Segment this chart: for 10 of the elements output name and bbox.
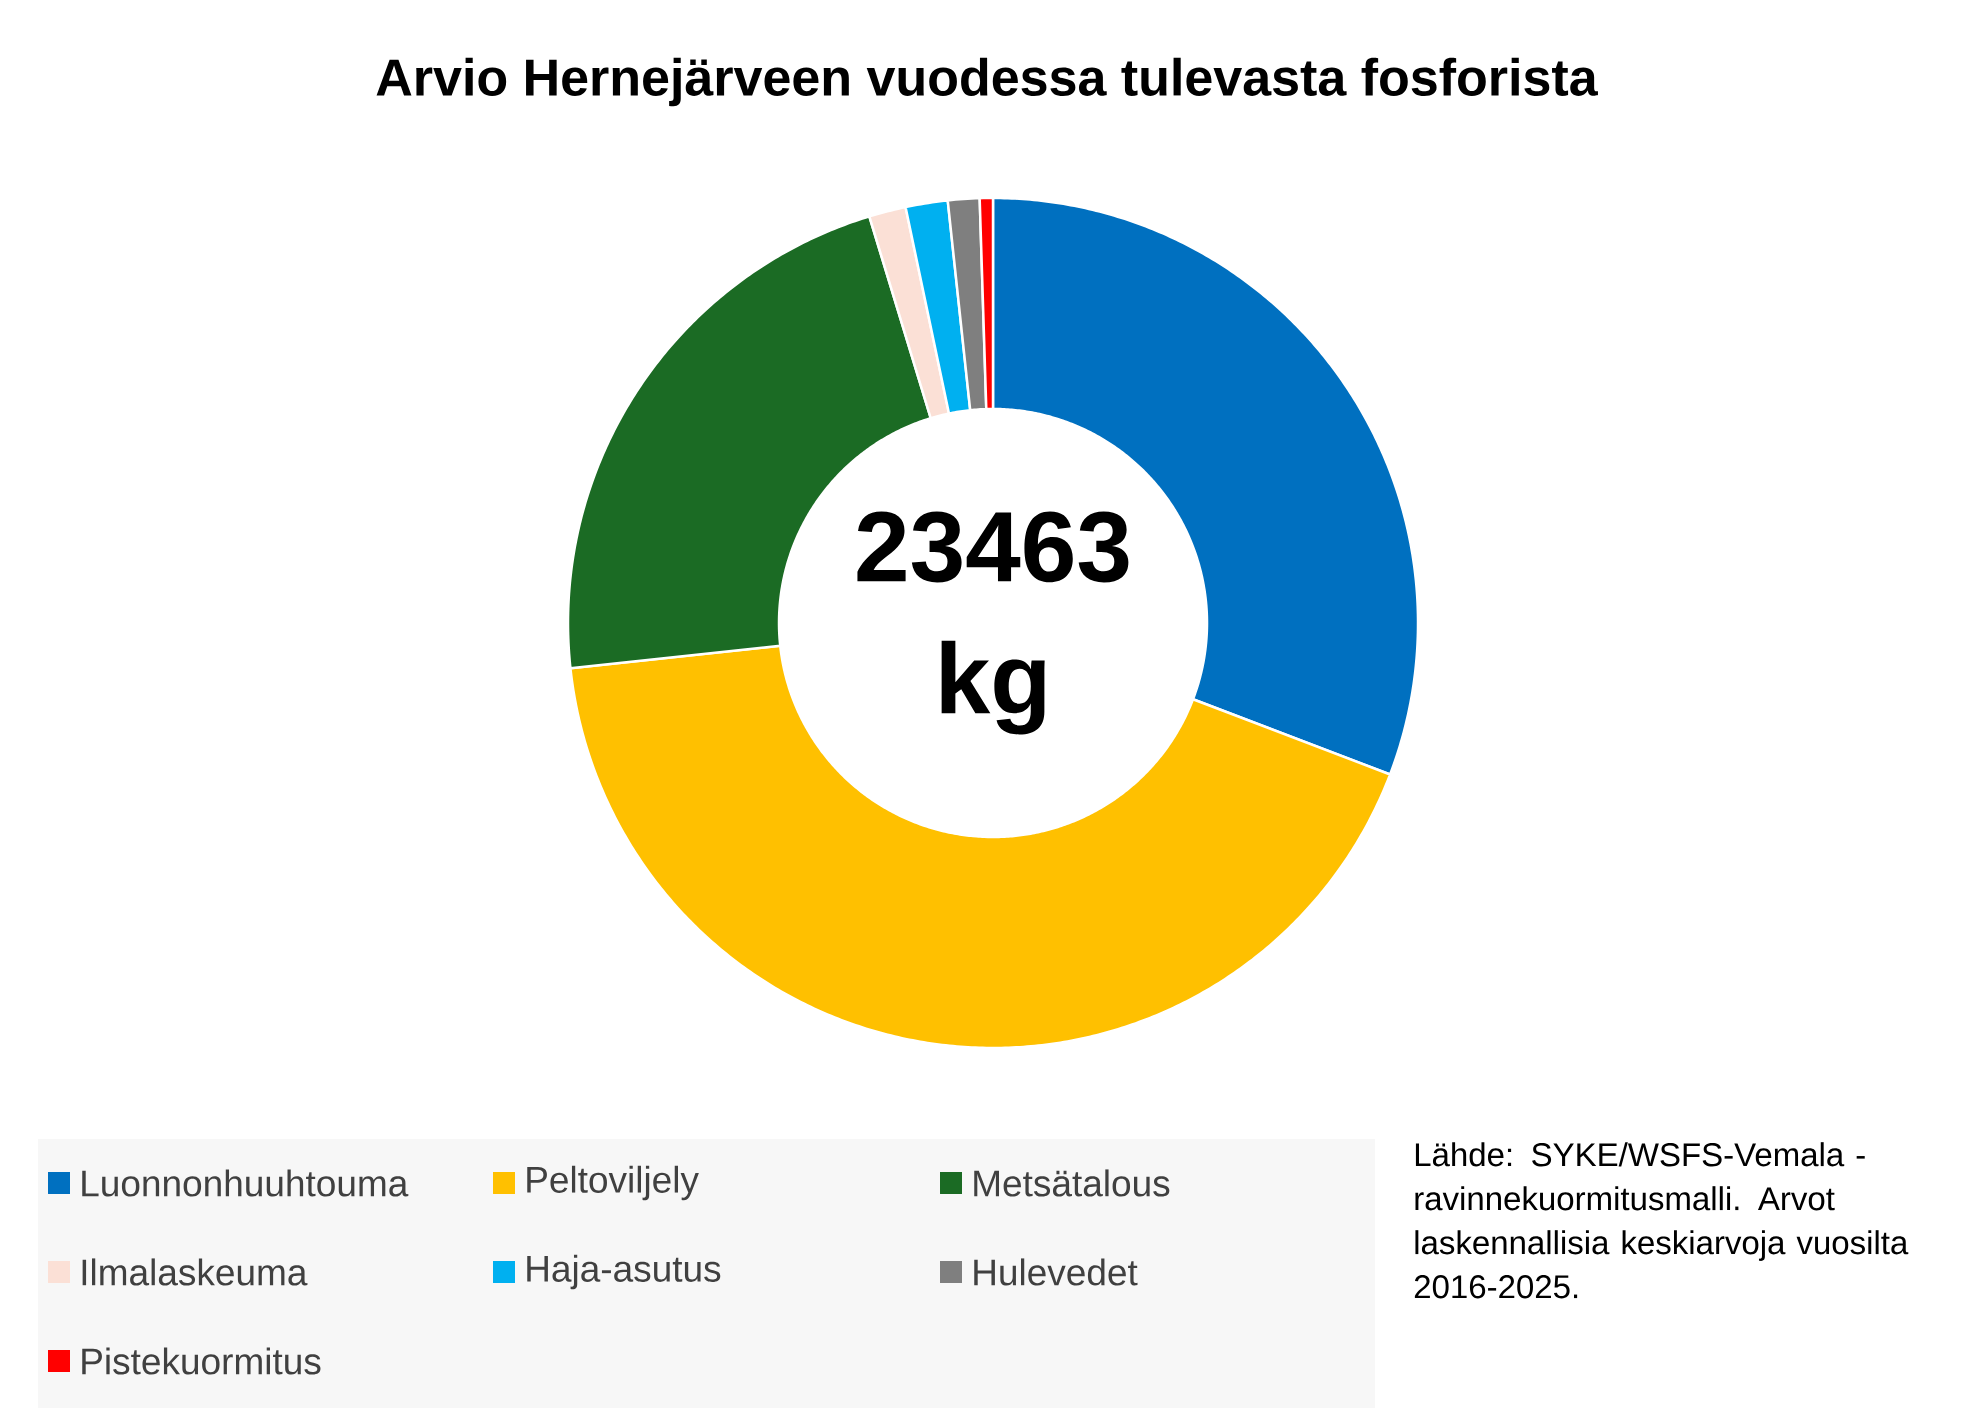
legend-label: Peltoviljely xyxy=(527,1165,699,1201)
legend-label: Hulevedet xyxy=(974,1258,1138,1286)
legend-label: Pistekuormitus xyxy=(82,1347,321,1375)
chart-title: Arvio Hernejärveen vuodessa tulevasta fosforista xyxy=(376,57,1598,107)
legend-label: Metsätalous xyxy=(974,1169,1170,1197)
legend-label: Ilmalaskeuma xyxy=(82,1258,308,1286)
text: Lähde: SYKE/WSFS-Vemala -ravinnekuormitusmalli. Arvot laskennallisia keskiarvoja vuosilta 2016-2025. xyxy=(1414,1142,1909,1299)
legend-label: Luonnonhuuhtouma xyxy=(82,1169,409,1197)
text: 23463 kg xyxy=(857,511,1129,735)
legend-label: Haja-asutus xyxy=(527,1254,721,1290)
